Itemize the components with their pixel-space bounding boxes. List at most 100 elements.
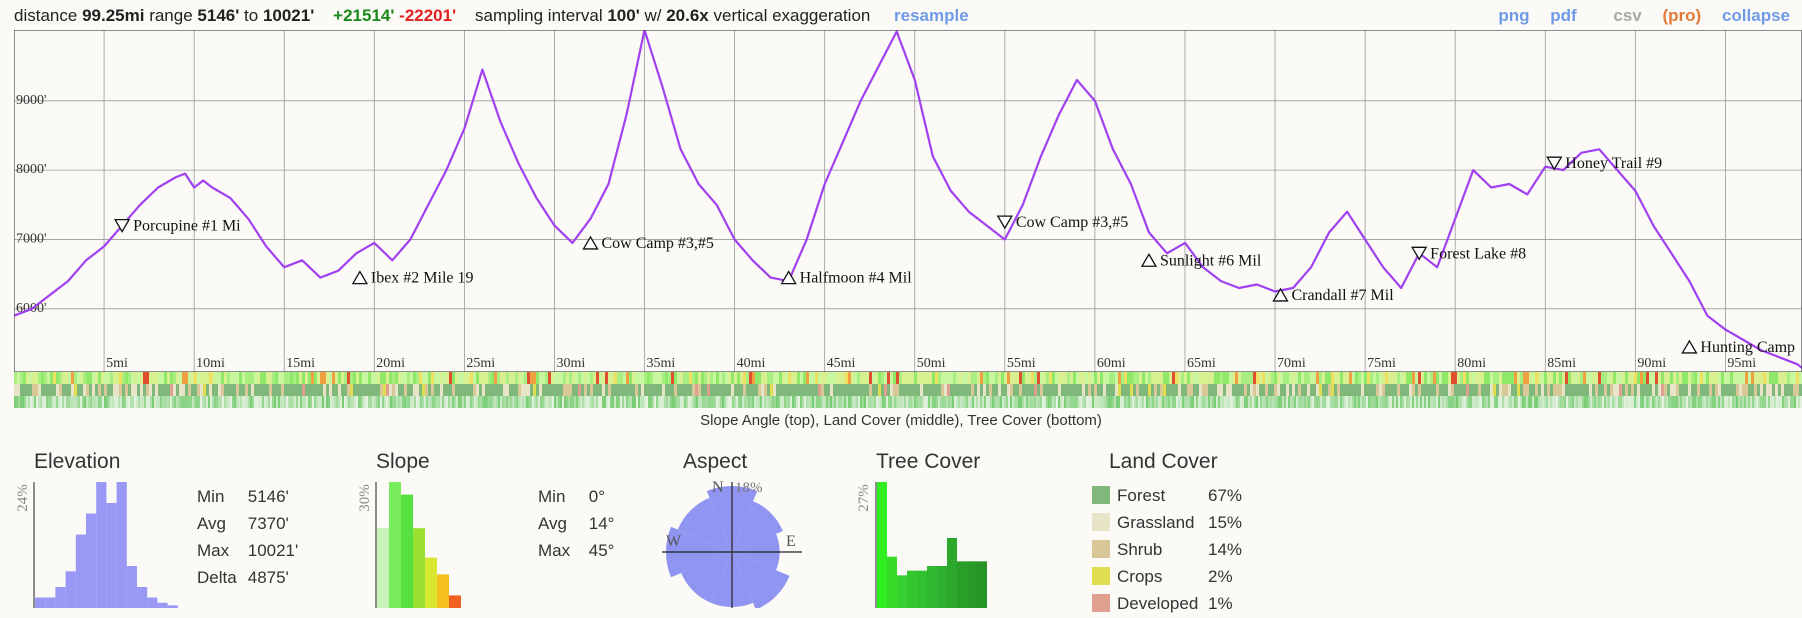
land-cover-strip-cell [815,384,818,396]
land-cover-strip-cell [506,384,509,396]
tree-cover-strip-cell [704,396,706,408]
histogram-bar [75,534,86,608]
tree-cover-strip-cell [1632,396,1634,408]
land-cover-strip-cell [686,384,689,396]
land-cover-strip-cell [1091,384,1094,396]
tree-cover-strip-cell [1566,396,1568,408]
waypoint-label: Honey Trail #9 [1565,155,1662,172]
tree-cover-strip-cell [1548,396,1550,408]
land-cover-strip-cell [1580,384,1583,396]
tree-cover-strip-cell [1746,396,1748,408]
slope-strip-cell [179,372,182,384]
land-cover-strip-cell [188,384,191,396]
collapse-link[interactable]: collapse [1721,6,1790,25]
land-cover-strip-cell [344,384,347,396]
slope-strip-cell [239,372,242,384]
tree-cover-strip-cell [1358,396,1360,408]
tree-cover-strip-cell [180,396,182,408]
elevation-profile-chart[interactable]: 9000'8000'7000'6000'5mi 10mi 15mi 20mi 25mi 3… [14,30,1802,372]
tree-cover-strip-cell [930,396,932,408]
slope-strip-cell [710,372,713,384]
tree-cover-strip-cell [1048,396,1050,408]
slope-strip-cell [929,372,932,384]
tree-cover-strip-cell [1078,396,1080,408]
slope-strip-cell [440,372,443,384]
tree-cover-strip-cell [1628,396,1630,408]
slope-strip-cell [392,372,395,384]
tree-cover-strip-cell [862,396,864,408]
slope-strip-cell [1592,372,1595,384]
land-cover-strip-cell [83,384,86,396]
slope-strip-cell [1703,372,1706,384]
tree-cover-strip-cell [188,396,190,408]
tree-cover-strip-cell [1592,396,1594,408]
slope-strip-cell [884,372,887,384]
tree-cover-strip-cell [766,396,768,408]
slope-strip-cell [95,372,98,384]
tree-cover-strip-cell [1530,396,1532,408]
slope-strip-cell [1250,372,1253,384]
slope-strip-cell [671,372,674,384]
land-cover-strip-cell [470,384,473,396]
csv-export-link[interactable]: csv (pro) [1597,6,1701,25]
histogram-bar [157,602,168,608]
slope-strip-cell [611,372,614,384]
tree-cover-strip-cell [84,396,86,408]
tree-cover-strip-cell [1084,396,1086,408]
land-cover-strip-cell [737,384,740,396]
land-cover-strip-cell [1586,384,1589,396]
slope-strip-cell [542,372,545,384]
tree-cover-strip-cell [1330,396,1332,408]
slope-strip-cell [1436,372,1439,384]
tree-cover-strip-cell [70,396,72,408]
land-cover-strip-cell [800,384,803,396]
tree-cover-strip-cell [1752,396,1754,408]
tree-cover-strip-cell [836,396,838,408]
pdf-export-link[interactable]: pdf [1550,6,1577,25]
slope-strip-cell [635,372,638,384]
tree-cover-strip-cell [920,396,922,408]
tree-cover-strip-cell [570,396,572,408]
tree-cover-strip-cell [36,396,38,408]
slope-strip-cell [524,372,527,384]
tree-cover-strip-cell [1478,396,1480,408]
slope-strip-cell [1739,372,1742,384]
stat-key: Max [538,541,571,560]
tree-cover-strip-cell [554,396,556,408]
slope-strip-cell [1694,372,1697,384]
tree-cover-strip-cell [1196,396,1198,408]
tree-cover-strip-cell [1584,396,1586,408]
slope-strip-cell [86,372,89,384]
slope-strip-cell [1634,372,1637,384]
land-cover-strip-cell [1532,384,1535,396]
tree-cover-strip-cell [1260,396,1262,408]
slope-strip-cell [290,372,293,384]
tree-cover-strip-cell [1442,396,1444,408]
land-cover-strip-cell [332,384,335,396]
land-cover-strip-cell [911,384,914,396]
tree-cover-strip-cell [1420,396,1422,408]
slope-strip-cell [779,372,782,384]
stat-value: 5146' [247,487,289,506]
histogram-bar [947,538,957,608]
tree-cover-strip-cell [818,396,820,408]
slope-strip-cell [404,372,407,384]
resample-link[interactable]: resample [894,6,969,25]
tree-cover-strip-cell [1682,396,1684,408]
tree-cover-strip-cell [998,396,1000,408]
land-cover-strip-cell [1688,384,1691,396]
waypoint-marker: Forest Lake #8 [1411,245,1526,262]
land-cover-strip-cell [947,384,950,396]
land-cover-strip-cell [1049,384,1052,396]
slope-strip-cell [515,372,518,384]
tree-cover-strip-cell [1546,396,1548,408]
slope-strip-cell [803,372,806,384]
tree-cover-strip-cell [1108,396,1110,408]
land-cover-strip-cell [1790,384,1793,396]
land-cover-strip-cell [758,384,761,396]
tree-cover-strip-cell [1242,396,1244,408]
histogram-bar [116,482,127,608]
land-cover-strip-cell [1658,384,1661,396]
slope-strip-cell [1535,372,1538,384]
png-export-link[interactable]: png [1498,6,1530,25]
